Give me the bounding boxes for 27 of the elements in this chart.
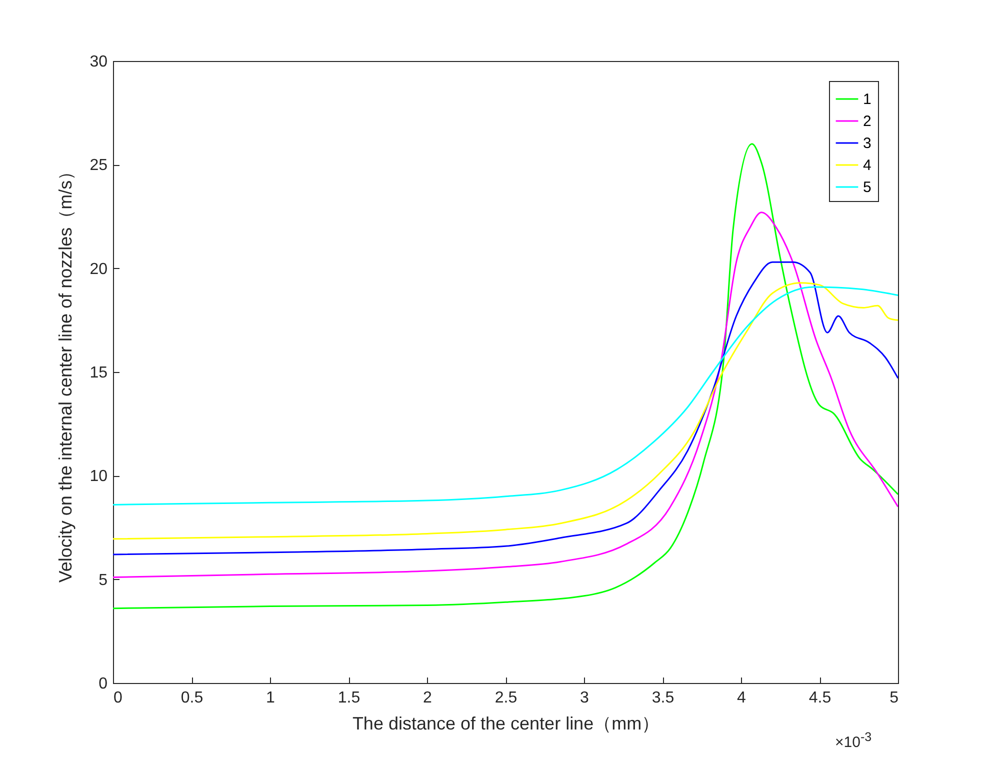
line-series <box>113 212 898 578</box>
y-tick-label: 10 <box>90 468 108 486</box>
x-tick-label: 0 <box>114 690 122 706</box>
y-tick-label: 20 <box>90 260 108 278</box>
x-tick-label: 4 <box>737 690 746 706</box>
y-tick-label: 5 <box>98 572 108 589</box>
x-tick-label: 0.5 <box>180 690 204 706</box>
legend-label: 2 <box>863 113 872 130</box>
x-tick-label: 4.5 <box>808 690 832 706</box>
y-tick-label: 15 <box>90 364 108 382</box>
y-axis-title: Velocity on the internal center line of nozzles（m/s） <box>56 162 76 583</box>
x-tick-label: 1 <box>266 690 276 706</box>
y-tick-label: 25 <box>90 157 108 174</box>
x-tick-label: 2.5 <box>494 690 518 706</box>
x-tick-label: 1.5 <box>338 690 360 706</box>
legend-label: 5 <box>863 179 872 196</box>
legend-label: 1 <box>863 91 872 108</box>
x-axis-title: The distance of the center line（mm） <box>352 714 660 734</box>
x-tick-label: 3 <box>580 690 590 706</box>
text: ×10$^{-3}$ <box>835 730 872 751</box>
legend-label: 4 <box>863 157 872 174</box>
y-tick-label: 30 <box>90 54 108 70</box>
x-tick-label: 3.5 <box>652 690 674 706</box>
x-tick-label: 5 <box>890 690 899 706</box>
legend-label: 3 <box>863 135 872 152</box>
x-tick-label: 2 <box>423 690 432 706</box>
y-tick-label: 0 <box>98 676 108 692</box>
